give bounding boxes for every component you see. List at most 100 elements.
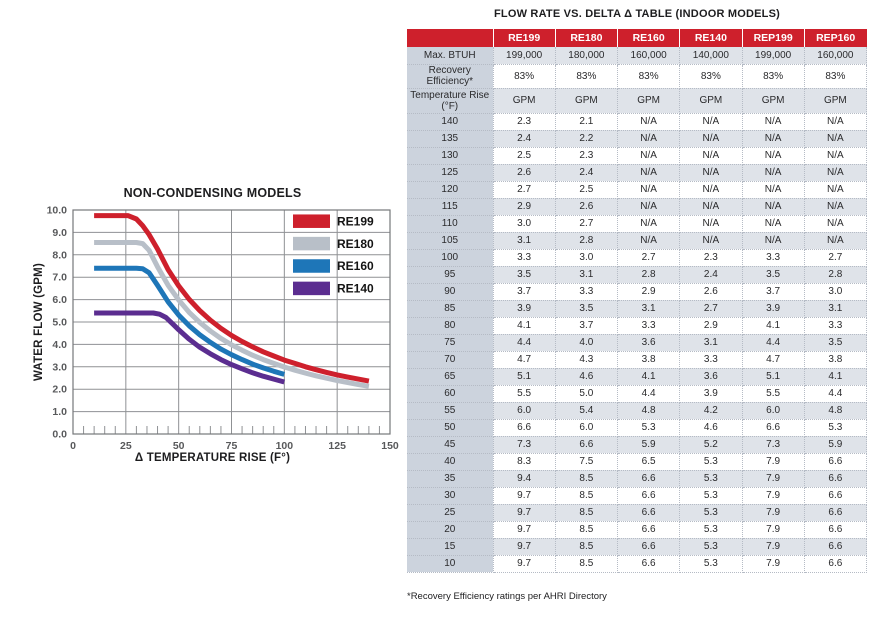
gpm-value-cell: 6.6 (555, 436, 619, 454)
temp-rise-cell: 90 (407, 283, 494, 301)
gpm-value-cell: 5.3 (679, 538, 743, 556)
y-tick-label: 6.0 (52, 294, 67, 306)
gpm-value-cell: 9.4 (493, 470, 556, 488)
gpm-value-cell: 4.4 (493, 334, 556, 352)
gpm-value-cell: 6.5 (617, 453, 681, 471)
series-line-RE140 (94, 310, 285, 385)
gpm-value-cell: 5.5 (742, 385, 805, 403)
y-tick-label: 2.0 (52, 384, 67, 396)
x-tick-label: 125 (328, 440, 346, 452)
gpm-value-cell: 3.3 (493, 249, 556, 267)
column-header-re199: RE199 (492, 29, 556, 47)
table-row-70: 70 4.7 4.3 3.8 3.3 4.7 3.8 (407, 351, 868, 369)
gpm-value-cell: 2.3 (555, 147, 619, 165)
gpm-value-cell: 3.8 (617, 351, 681, 369)
gpm-value-cell: 6.6 (804, 487, 868, 505)
gpm-value-cell: N/A (742, 164, 805, 182)
max-btuh-value: 160,000 (617, 47, 681, 65)
gpm-value-cell: 5.3 (679, 555, 743, 573)
gpm-unit-cell: GPM (804, 88, 868, 114)
table-row-30: 30 9.7 8.5 6.6 5.3 7.9 6.6 (407, 487, 868, 505)
table-row-10: 10 9.7 8.5 6.6 5.3 7.9 6.6 (407, 555, 868, 573)
gpm-value-cell: 2.6 (555, 198, 619, 216)
legend-label-RE140: RE140 (337, 282, 374, 296)
gpm-value-cell: 5.3 (679, 504, 743, 522)
temp-rise-cell: 80 (407, 317, 494, 335)
gpm-value-cell: 9.7 (493, 555, 556, 573)
gpm-value-cell: 2.8 (555, 232, 619, 250)
gpm-value-cell: 6.6 (617, 504, 681, 522)
gpm-value-cell: N/A (679, 164, 743, 182)
y-tick-label: 10.0 (47, 205, 68, 217)
gpm-value-cell: 3.5 (804, 334, 868, 352)
x-tick-label: 0 (70, 440, 76, 452)
gpm-value-cell: N/A (804, 113, 868, 131)
gpm-value-cell: 5.9 (617, 436, 681, 454)
gpm-value-cell: 7.9 (742, 555, 805, 573)
gpm-value-cell: N/A (679, 181, 743, 199)
temp-rise-cell: 60 (407, 385, 494, 403)
gpm-value-cell: N/A (742, 215, 805, 233)
table-title: FLOW RATE VS. DELTA Δ TABLE (INDOOR MODE… (494, 8, 780, 20)
gpm-value-cell: 5.0 (555, 385, 619, 403)
recovery-efficiency-row: Recovery Efficiency* 83% 83% 83% 83% 83%… (407, 64, 868, 89)
gpm-value-cell: 4.0 (555, 334, 619, 352)
recovery-value: 83% (617, 64, 681, 89)
y-tick-label: 4.0 (52, 339, 67, 351)
gpm-value-cell: N/A (617, 147, 681, 165)
x-tick-label: 75 (226, 440, 238, 452)
recovery-value: 83% (679, 64, 743, 89)
gpm-value-cell: 2.4 (555, 164, 619, 182)
gpm-value-cell: 5.3 (679, 470, 743, 488)
gpm-value-cell: N/A (742, 147, 805, 165)
table-row-140: 140 2.3 2.1 N/A N/A N/A N/A (407, 113, 868, 131)
gpm-value-cell: 2.3 (679, 249, 743, 267)
max-btuh-value: 199,000 (493, 47, 556, 65)
gpm-value-cell: 5.3 (679, 453, 743, 471)
x-tick-label: 150 (381, 440, 399, 452)
temp-rise-cell: 85 (407, 300, 494, 318)
gpm-value-cell: 2.7 (555, 215, 619, 233)
temp-rise-cell: 100 (407, 249, 494, 267)
gpm-value-cell: N/A (804, 164, 868, 182)
gpm-value-cell: 3.6 (679, 368, 743, 386)
gpm-value-cell: N/A (679, 198, 743, 216)
gpm-value-cell: 7.9 (742, 453, 805, 471)
temp-rise-cell: 135 (407, 130, 494, 148)
gpm-value-cell: 4.3 (555, 351, 619, 369)
gpm-value-cell: 4.7 (493, 351, 556, 369)
table-row-65: 65 5.1 4.6 4.1 3.6 5.1 4.1 (407, 368, 868, 386)
temp-rise-cell: 10 (407, 555, 494, 573)
gpm-value-cell: 8.5 (555, 521, 619, 539)
gpm-value-cell: 5.3 (804, 419, 868, 437)
gpm-value-cell: 3.5 (555, 300, 619, 318)
gpm-value-cell: 7.9 (742, 487, 805, 505)
x-tick-label: 50 (173, 440, 185, 452)
gpm-value-cell: 3.3 (617, 317, 681, 335)
gpm-value-cell: N/A (617, 113, 681, 131)
gpm-value-cell: N/A (742, 232, 805, 250)
gpm-value-cell: 2.5 (555, 181, 619, 199)
temp-rise-cell: 25 (407, 504, 494, 522)
gpm-value-cell: N/A (742, 181, 805, 199)
temp-rise-cell: 70 (407, 351, 494, 369)
temp-rise-cell: 50 (407, 419, 494, 437)
y-tick-label: 8.0 (52, 249, 67, 261)
recovery-efficiency-label: Recovery Efficiency* (407, 64, 494, 89)
gpm-value-cell: 3.3 (804, 317, 868, 335)
gpm-value-cell: 6.6 (804, 453, 868, 471)
gpm-value-cell: 2.5 (493, 147, 556, 165)
table-row-130: 130 2.5 2.3 N/A N/A N/A N/A (407, 147, 868, 165)
temp-rise-cell: 120 (407, 181, 494, 199)
gpm-value-cell: 2.9 (679, 317, 743, 335)
gpm-value-cell: 4.2 (679, 402, 743, 420)
y-tick-label: 1.0 (52, 406, 67, 418)
gpm-value-cell: 3.6 (617, 334, 681, 352)
corner-cell (407, 29, 493, 47)
gpm-value-cell: 7.3 (493, 436, 556, 454)
gpm-value-cell: 3.9 (679, 385, 743, 403)
table-row-95: 95 3.5 3.1 2.8 2.4 3.5 2.8 (407, 266, 868, 284)
gpm-value-cell: 2.6 (493, 164, 556, 182)
x-tick-label: 25 (120, 440, 132, 452)
